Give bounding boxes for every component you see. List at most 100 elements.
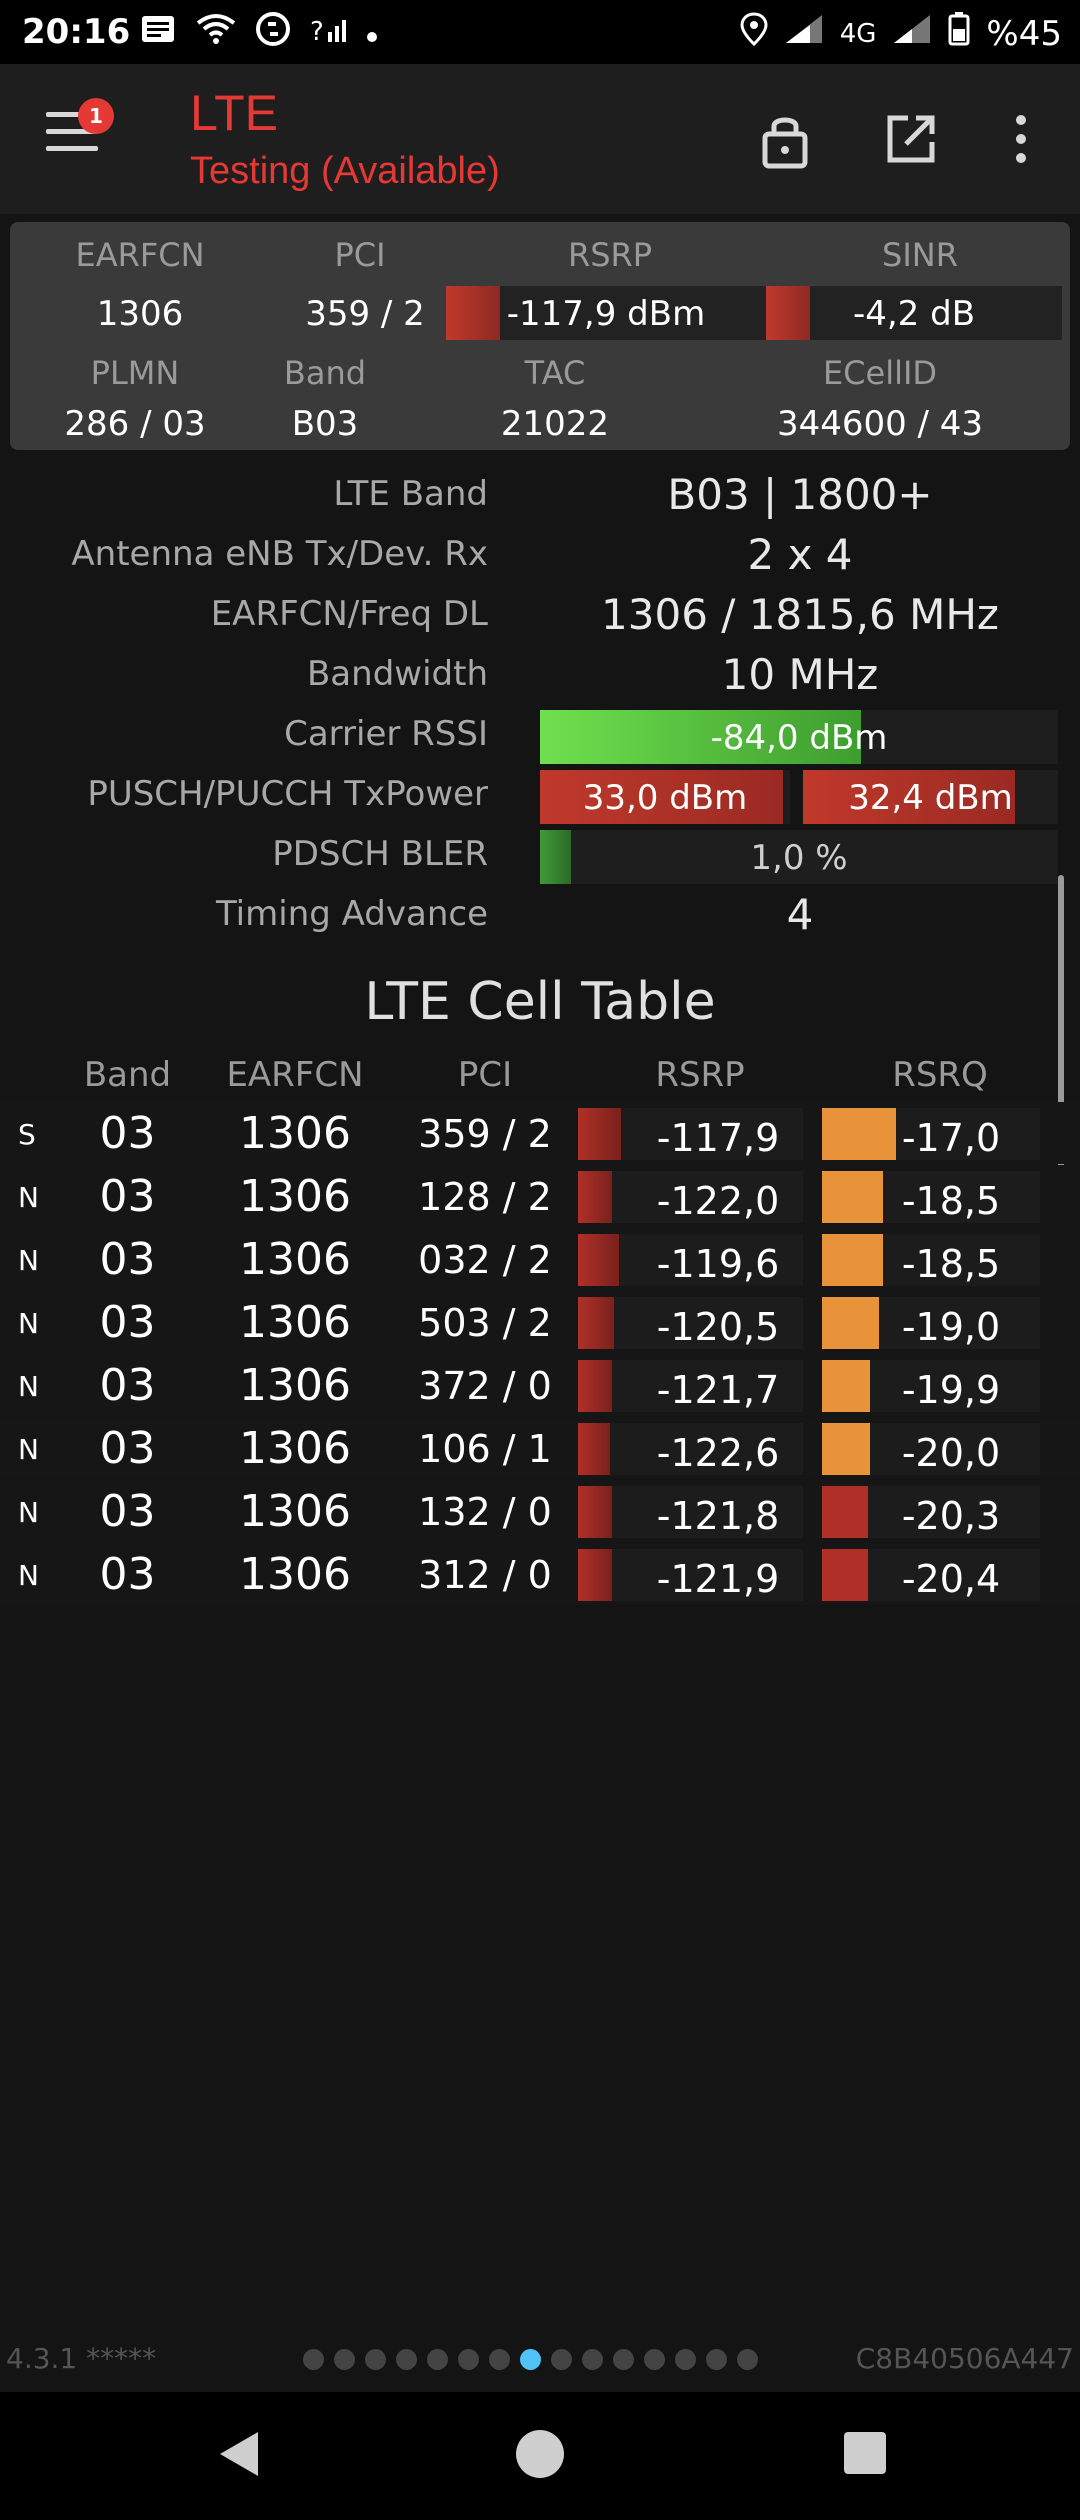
cell-rsrq-bar: -18,5 <box>822 1171 1040 1223</box>
cell-rsrq-bar: -18,5 <box>822 1234 1040 1286</box>
signal-icon <box>784 13 824 54</box>
scrollbar[interactable] <box>1058 875 1064 1180</box>
cell-rsrq-fill <box>822 1171 884 1223</box>
page-dot[interactable] <box>613 2349 634 2370</box>
cell-rsrq-fill <box>822 1297 879 1349</box>
page-dot[interactable] <box>737 2349 758 2370</box>
dot-icon <box>366 16 378 51</box>
page-dot[interactable] <box>551 2349 572 2370</box>
cell-band: 03 <box>99 1234 156 1285</box>
cell-rsrq: -18,5 <box>901 1179 1001 1223</box>
cell-rsrp-bar: -121,8 <box>578 1486 803 1538</box>
cell-earfcn: 1306 <box>239 1297 351 1348</box>
cell-earfcn: 1306 <box>239 1171 351 1222</box>
home-icon[interactable] <box>516 2430 564 2478</box>
shazam-icon <box>256 12 290 54</box>
bandwidth-label: Bandwidth <box>306 654 488 694</box>
message-icon <box>140 14 176 52</box>
table-row: N 03 1306 372 / 0 -121,7 -19,9 <box>0 1354 1080 1416</box>
cell-rsrp-bar: -121,9 <box>578 1549 803 1601</box>
page-dot[interactable] <box>675 2349 696 2370</box>
app-version: 4.3.1 ***** <box>6 2342 157 2375</box>
overflow-menu-icon[interactable] <box>986 104 1056 174</box>
cell-rsrp-bar: -121,7 <box>578 1360 803 1412</box>
bler-bar-fill <box>540 830 572 884</box>
cell-table-title: LTE Cell Table <box>364 972 716 1032</box>
cell-type: N <box>18 1496 39 1529</box>
cell-rsrp-fill <box>578 1171 612 1223</box>
page-dot[interactable] <box>396 2349 417 2370</box>
status-bar: 20:16 ? 4G %45 <box>0 0 1080 64</box>
cell-type: N <box>18 1433 39 1466</box>
page-dot[interactable] <box>706 2349 727 2370</box>
table-row: N 03 1306 503 / 2 -120,5 -19,0 <box>0 1291 1080 1353</box>
cell-rsrp: -121,7 <box>656 1368 780 1412</box>
app-title: LTE <box>190 85 278 141</box>
detail-row-lte-band: LTE Band B03 | 1800+ <box>0 466 1080 526</box>
cell-pci: 128 / 2 <box>418 1175 552 1219</box>
device-id: C8B40506A447 <box>855 2342 1074 2375</box>
cell-pci: 132 / 0 <box>418 1490 552 1534</box>
cell-type: S <box>18 1118 36 1151</box>
cell-rsrp-fill <box>578 1486 612 1538</box>
page-dot[interactable] <box>334 2349 355 2370</box>
detail-row-bler: PDSCH BLER 1,0 % <box>0 826 1080 886</box>
rsrp-label: RSRP <box>567 236 653 274</box>
tac-label: TAC <box>524 354 586 392</box>
page-dot[interactable] <box>303 2349 324 2370</box>
cell-pci: 312 / 0 <box>418 1553 552 1597</box>
cell-type: N <box>18 1559 39 1592</box>
recents-icon[interactable] <box>844 2432 886 2474</box>
rsrp-meter-fill <box>446 286 501 340</box>
cell-rsrq-bar: -20,0 <box>822 1423 1040 1475</box>
lock-icon[interactable] <box>750 104 820 174</box>
header-band: Band <box>83 1055 172 1095</box>
rssi-label: Carrier RSSI <box>284 714 488 754</box>
wifi-icon <box>196 13 236 53</box>
header-earfcn: EARFCN <box>226 1055 364 1095</box>
cell-rsrq-fill <box>822 1360 870 1412</box>
cell-rsrp: -122,6 <box>656 1431 780 1475</box>
cell-pci: 359 / 2 <box>418 1112 552 1156</box>
cell-rsrq-bar: -17,0 <box>822 1108 1040 1160</box>
table-row: S 03 1306 359 / 2 -117,9 -17,0 <box>0 1102 1080 1164</box>
txpower-label: PUSCH/PUCCH TxPower <box>87 774 488 814</box>
cell-rsrp-fill <box>578 1423 610 1475</box>
header-pci: PCI <box>457 1055 513 1095</box>
battery-icon <box>948 12 970 55</box>
cell-earfcn: 1306 <box>239 1423 351 1474</box>
header-rsrp: RSRP <box>655 1055 745 1095</box>
open-external-icon[interactable] <box>876 104 946 174</box>
rsrp-meter: -117,9 dBm <box>446 286 766 340</box>
page-dot[interactable] <box>427 2349 448 2370</box>
sinr-label: SINR <box>882 236 958 274</box>
cell-rsrq: -19,9 <box>901 1368 1001 1412</box>
cell-rsrq-fill <box>822 1423 870 1475</box>
back-icon[interactable] <box>220 2432 258 2476</box>
signal-question-icon: ? <box>310 14 346 52</box>
page-dot[interactable] <box>582 2349 603 2370</box>
cell-rsrq: -18,5 <box>901 1242 1001 1286</box>
cell-rsrq: -20,3 <box>901 1494 1001 1538</box>
menu-icon[interactable] <box>46 112 98 152</box>
earfcn-label: EARFCN <box>75 236 205 274</box>
cell-rsrp-fill <box>578 1108 621 1160</box>
status-time: 20:16 <box>22 12 131 52</box>
cell-rsrq-fill <box>822 1549 868 1601</box>
pci-value: 359 / 2 <box>305 294 425 334</box>
cell-type: N <box>18 1370 39 1403</box>
page-dot[interactable] <box>458 2349 479 2370</box>
network-type: 4G <box>839 18 877 49</box>
page-dot[interactable] <box>365 2349 386 2370</box>
app-bar: 1 LTE Testing (Available) <box>0 64 1080 214</box>
page-dot[interactable] <box>644 2349 665 2370</box>
timing-label: Timing Advance <box>215 894 488 934</box>
cell-band: 03 <box>99 1549 156 1600</box>
cell-rsrp-bar: -119,6 <box>578 1234 803 1286</box>
lte-band-value: B03 | 1800+ <box>667 470 933 519</box>
cell-rsrq-fill <box>822 1108 897 1160</box>
page-dot[interactable] <box>489 2349 510 2370</box>
cell-rsrq-bar: -19,0 <box>822 1297 1040 1349</box>
page-dot-active[interactable] <box>520 2349 541 2370</box>
cell-band: 03 <box>99 1423 156 1474</box>
